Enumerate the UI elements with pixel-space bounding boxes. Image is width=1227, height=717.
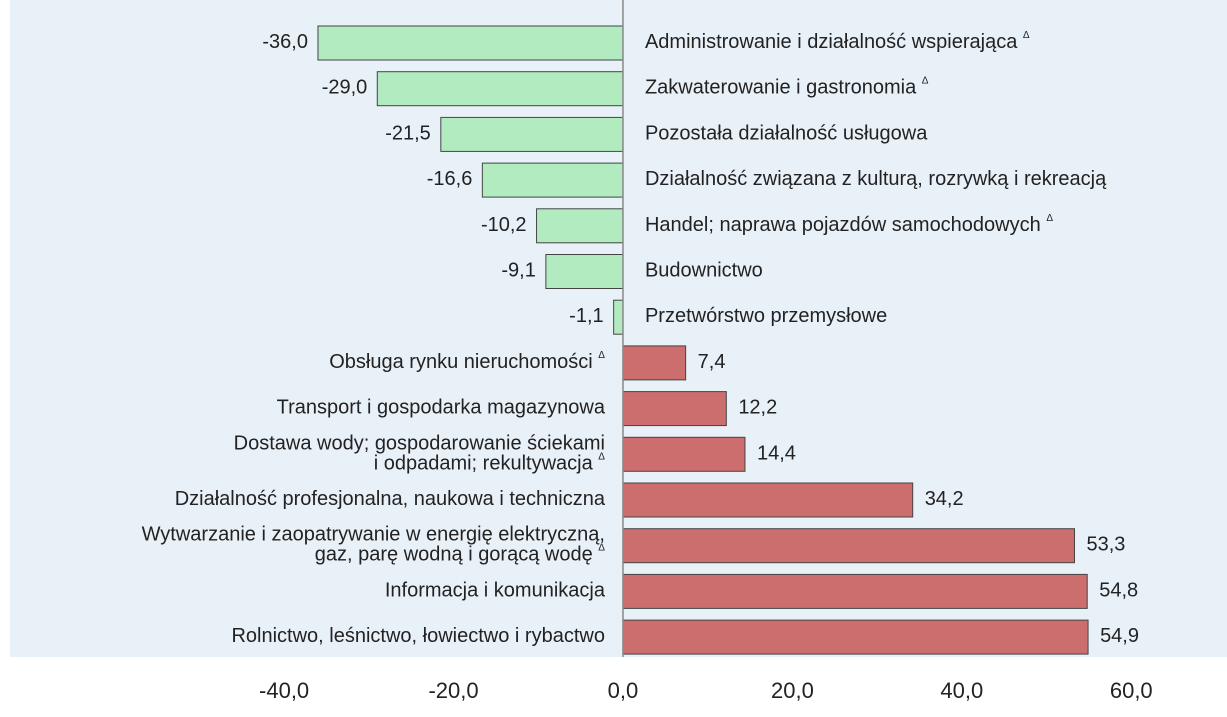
value-label: 54,8: [1099, 580, 1138, 602]
value-label: 53,3: [1087, 534, 1126, 556]
bar: [440, 116, 624, 152]
category-label: Administrowanie i działalność wspierając…: [645, 30, 1030, 54]
bar: [622, 345, 687, 381]
x-tick-label: -20,0: [428, 678, 478, 703]
value-label: -29,0: [322, 77, 368, 99]
category-label: Działalność profesjonalna, naukowa i tec…: [175, 488, 606, 510]
category-label: Informacja i komunikacja: [385, 580, 606, 602]
value-label: 34,2: [925, 488, 964, 510]
value-label: -21,5: [385, 123, 431, 145]
x-tick-label: 60,0: [1110, 678, 1153, 703]
value-label: -10,2: [481, 214, 527, 236]
bar: [481, 162, 624, 198]
x-tick-label: 40,0: [940, 678, 983, 703]
bar: [622, 436, 746, 472]
category-label: Rolnictwo, leśnictwo, łowiectwo i rybact…: [231, 625, 604, 647]
category-label: Budownictwo: [645, 260, 763, 282]
bar: [376, 71, 624, 107]
value-label: -16,6: [427, 168, 473, 190]
category-label: Pozostała działalność usługowa: [645, 123, 928, 145]
x-tick-label: 0,0: [608, 678, 639, 703]
x-tick-label: 20,0: [771, 678, 814, 703]
category-label: Wytwarzanie i zaopatrywanie w energię el…: [142, 524, 606, 566]
value-label: -1,1: [569, 305, 603, 327]
category-label: Transport i gospodarka magazynowa: [277, 397, 606, 419]
value-label: 7,4: [698, 351, 726, 373]
bar: [545, 254, 624, 289]
bar: [536, 208, 624, 244]
value-label: -9,1: [501, 260, 535, 282]
bar: [613, 299, 624, 335]
bar: [317, 25, 624, 61]
value-label: 12,2: [738, 397, 777, 419]
bar: [622, 573, 1088, 609]
category-label: Zakwaterowanie i gastronomia Δ: [645, 75, 929, 99]
value-label: 14,4: [757, 443, 796, 465]
bar: [622, 619, 1089, 655]
bar: [622, 391, 727, 427]
x-tick-label: -40,0: [259, 678, 309, 703]
category-label: Dostawa wody; gospodarowanie ściekami i o…: [234, 433, 606, 475]
category-label: Działalność związana z kulturą, rozrywką…: [645, 168, 1107, 190]
category-label: Obsługa rynku nieruchomości Δ: [329, 350, 605, 374]
value-label: 54,9: [1100, 625, 1139, 647]
bar: [622, 482, 914, 518]
bar: [622, 528, 1076, 564]
category-label: Handel; naprawa pojazdów samochodowych Δ: [645, 212, 1053, 236]
category-label: Przetwórstwo przemysłowe: [645, 305, 887, 327]
value-label: -36,0: [262, 31, 308, 53]
